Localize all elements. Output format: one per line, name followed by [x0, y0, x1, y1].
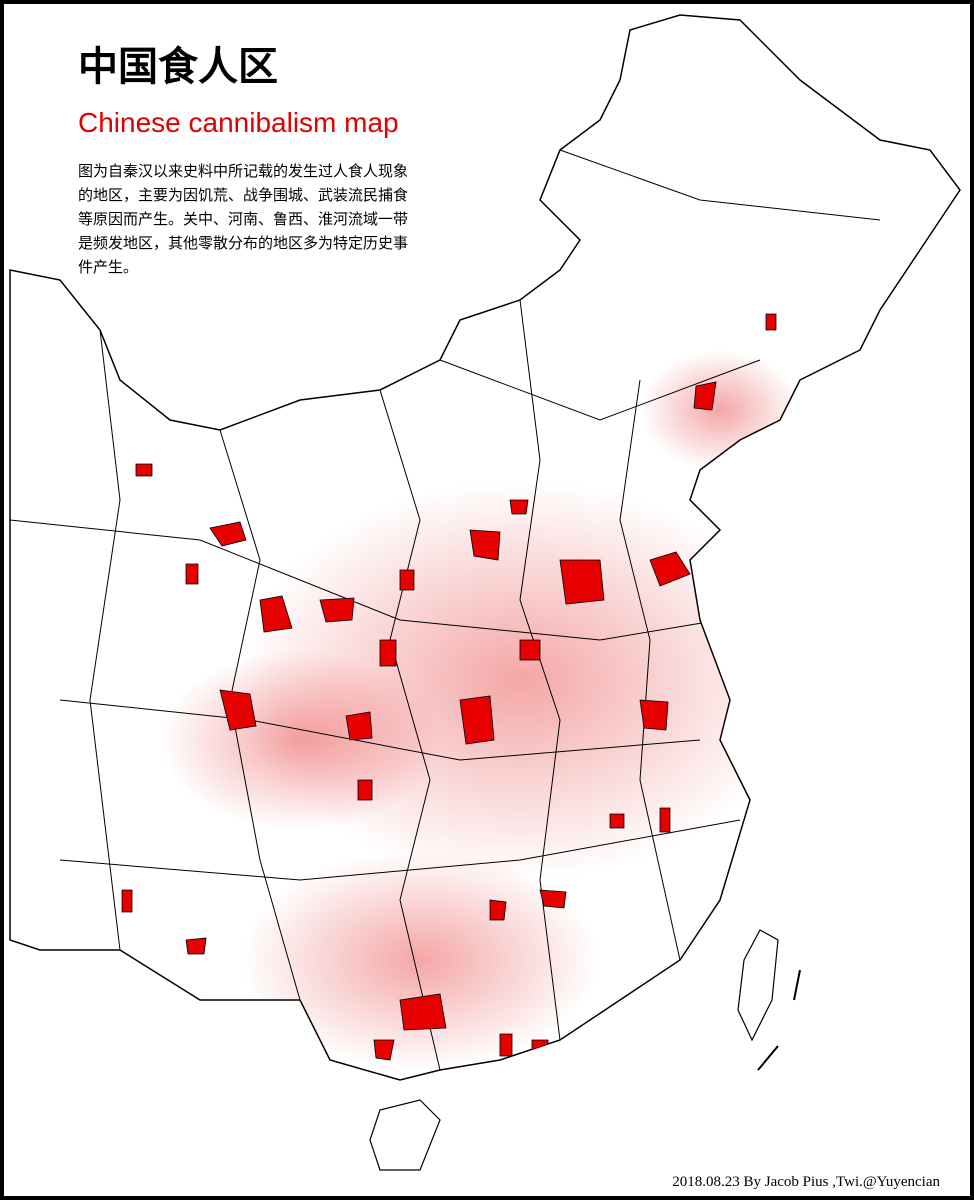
description-line: 件产生。: [78, 258, 138, 276]
map: [9, 14, 961, 1171]
description-line: 图为自秦汉以来史料中所记载的发生过人食人现象: [78, 162, 408, 180]
subtitle: Chinese cannibalism map: [78, 107, 399, 138]
description-line: 的地区，主要为因饥荒、战争围城、武装流民捕食: [78, 186, 408, 204]
credit: 2018.08.23 By Jacob Pius ,Twi.@Yuyencian: [672, 1174, 940, 1190]
title: 中国食人区: [78, 44, 278, 90]
description: 图为自秦汉以来史料中所记载的发生过人食人现象的地区，主要为因饥荒、战争围城、武装…: [78, 162, 408, 276]
description-line: 等原因而产生。关中、河南、鲁西、淮河流域一带: [78, 210, 408, 228]
description-line: 是频发地区，其他零散分布的地区多为特定历史事: [78, 234, 408, 252]
